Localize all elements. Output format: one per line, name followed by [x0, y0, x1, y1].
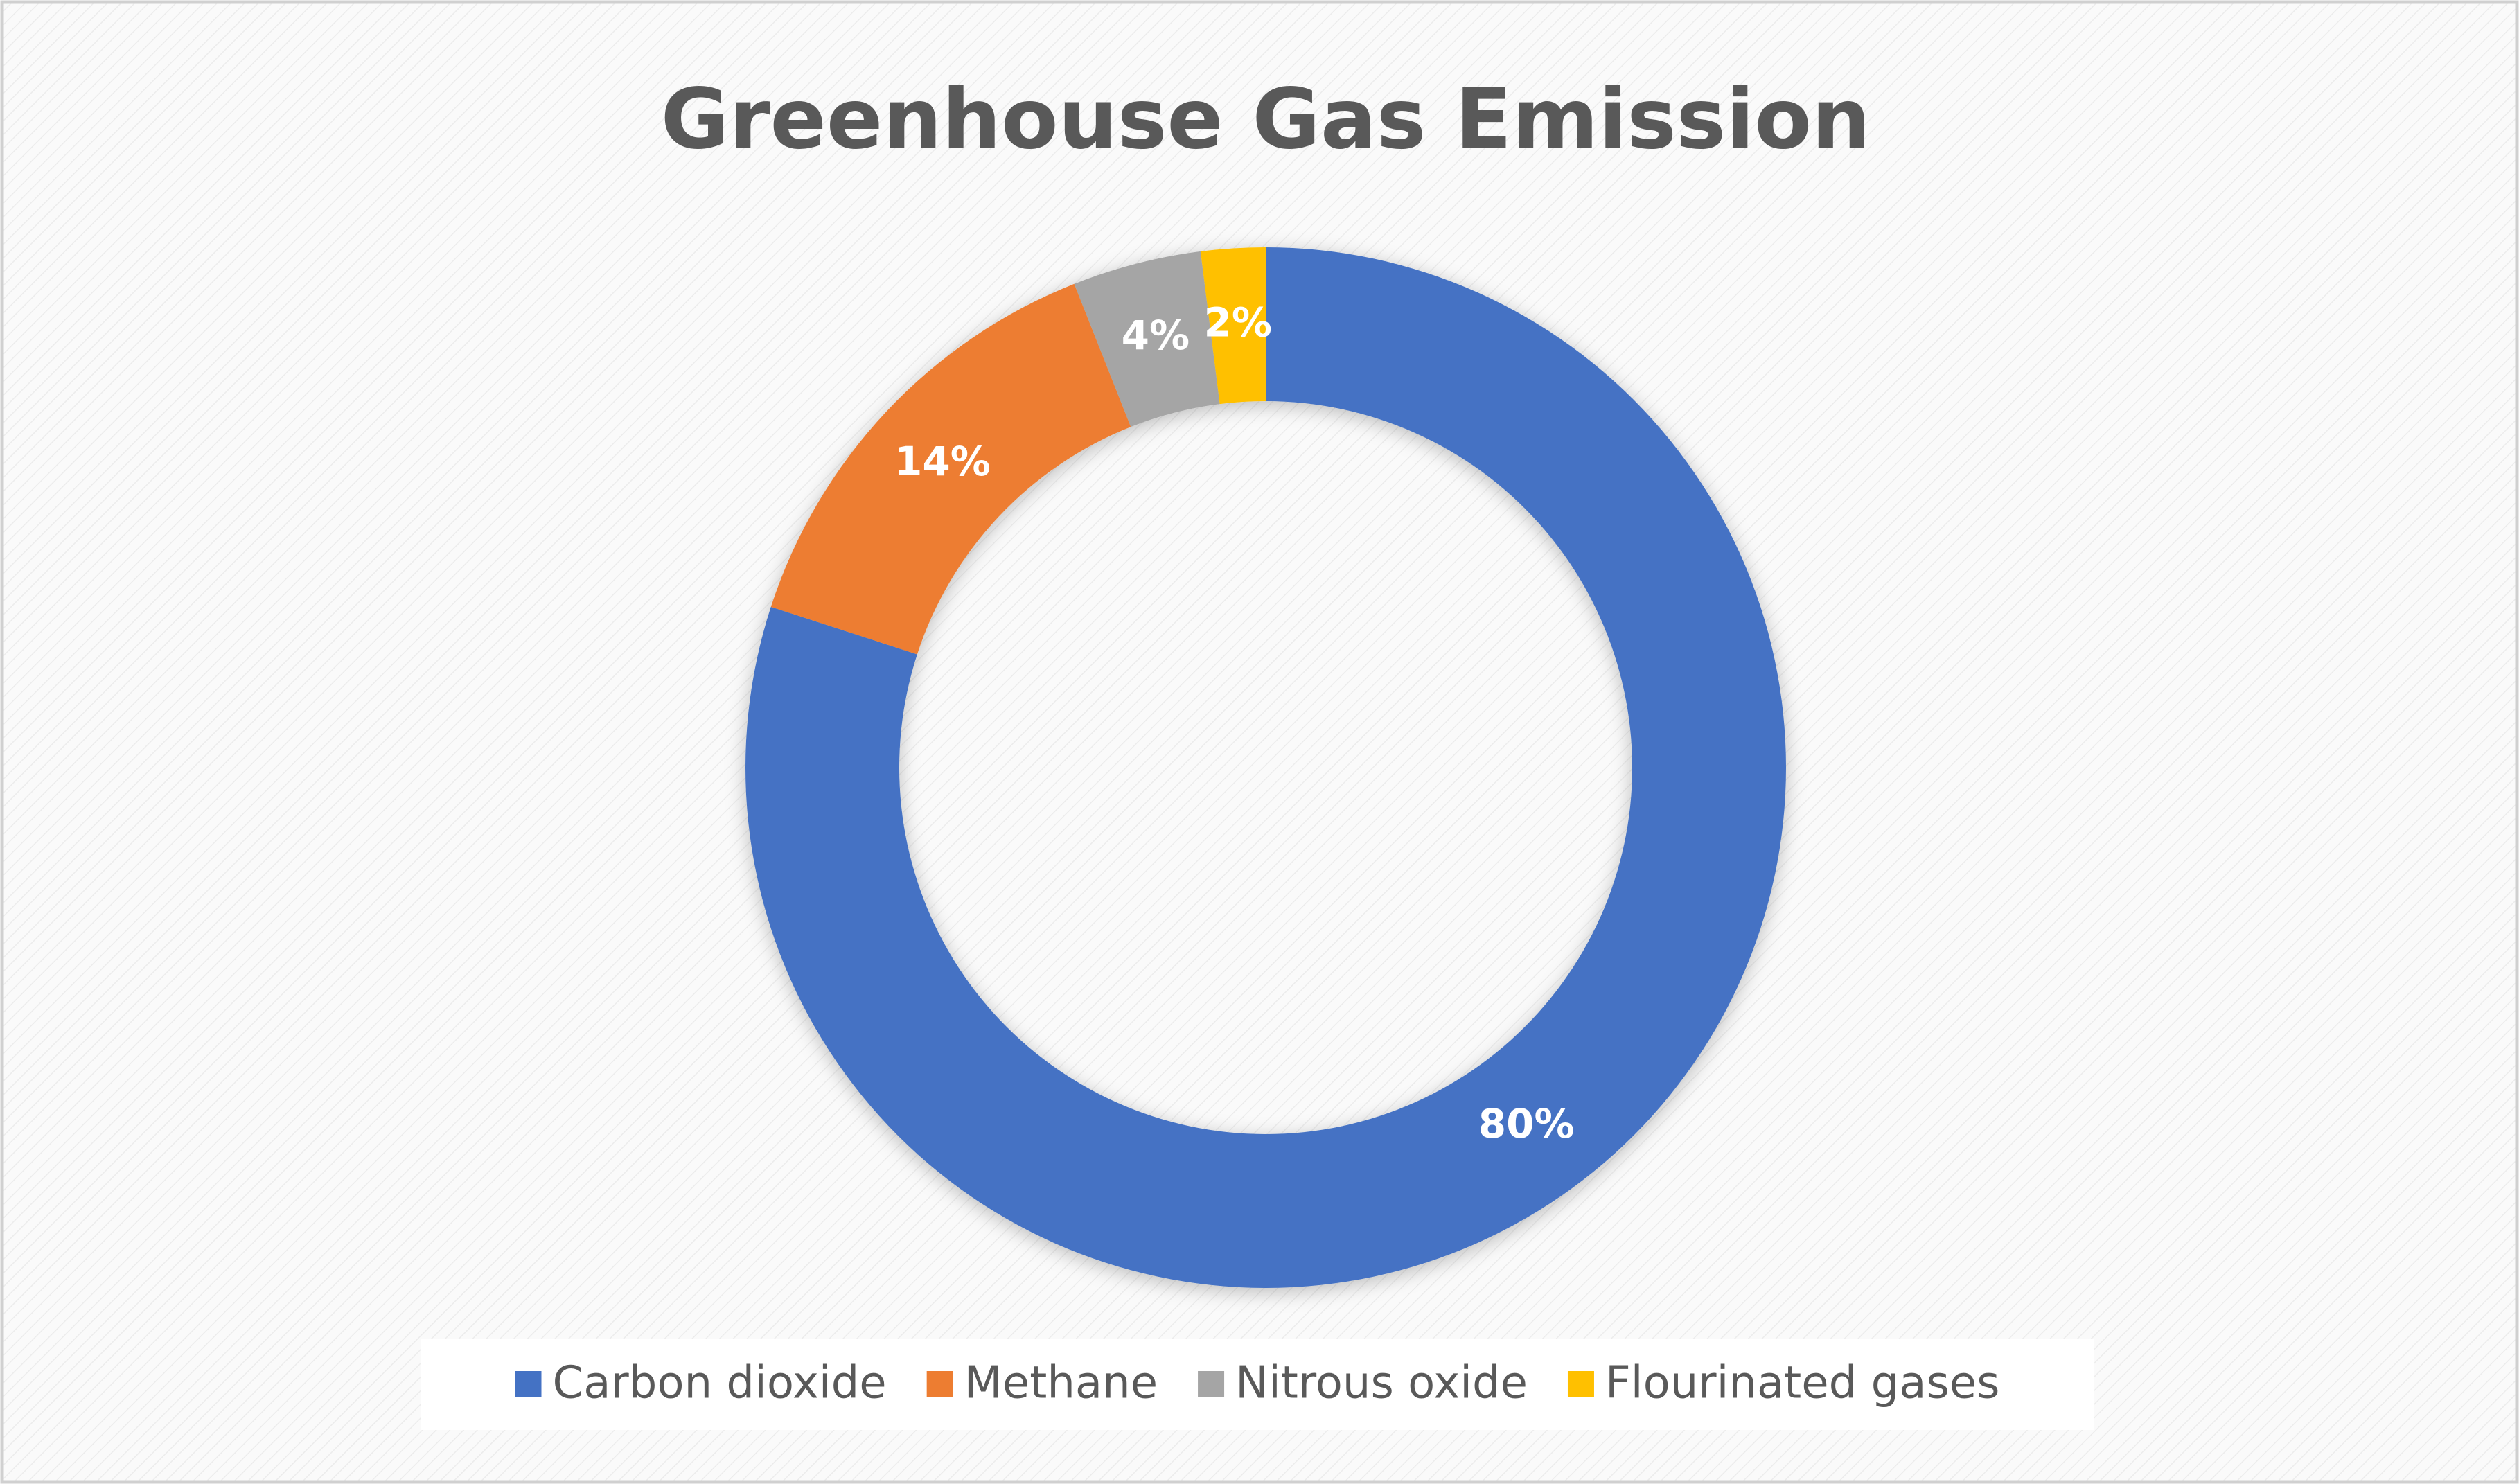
legend-swatch [515, 1371, 542, 1397]
legend-label: Methane [964, 1358, 1158, 1409]
chart-title: Greenhouse Gas Emission [661, 72, 1871, 168]
legend-swatch [926, 1371, 953, 1397]
legend-box [421, 1339, 2094, 1430]
donut [745, 247, 1786, 1288]
legend-swatch [1198, 1371, 1225, 1397]
data-label: 14% [894, 438, 991, 485]
legend: Carbon dioxide Methane Nitrous oxide Flouri… [515, 1358, 2000, 1409]
data-label: 4% [1122, 312, 1190, 359]
donut-segment [745, 247, 1786, 1288]
data-label: 80% [1478, 1100, 1575, 1147]
donut-segment [1074, 251, 1220, 427]
data-labels: 80% 14% 4% 2% [894, 299, 1575, 1147]
donut-segment [770, 283, 1131, 655]
data-label: 2% [1204, 299, 1272, 346]
legend-label: Carbon dioxide [553, 1358, 887, 1409]
legend-label: Flourinated gases [1605, 1358, 2000, 1409]
legend-swatch [1567, 1371, 1594, 1397]
legend-label: Nitrous oxide [1235, 1358, 1528, 1409]
donut-segment [1200, 247, 1266, 405]
